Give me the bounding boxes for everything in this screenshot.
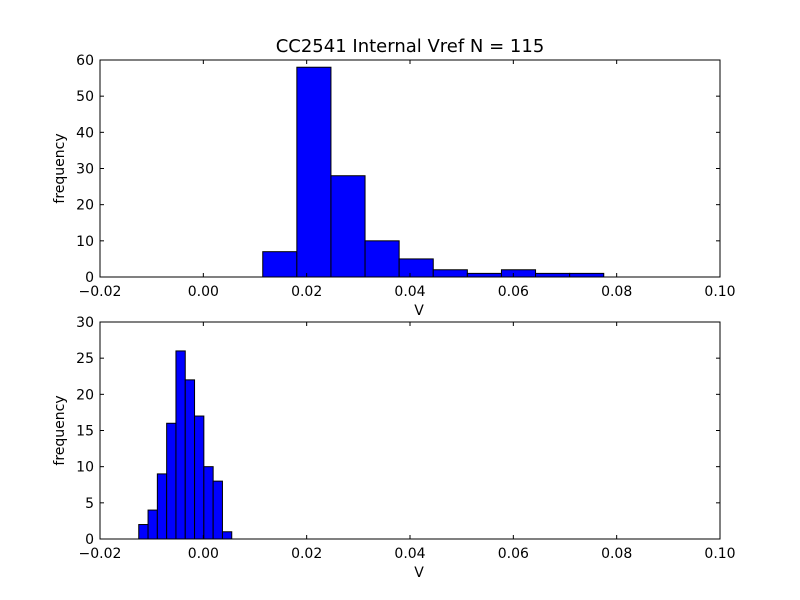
histogram-bar: [212, 480, 223, 540]
x-tick-label: 0.04: [394, 546, 425, 562]
y-tick-label: 0: [85, 270, 94, 286]
y-tick-label: 20: [76, 198, 94, 214]
x-tick-label: −0.02: [79, 284, 122, 300]
chart-title: CC2541 Internal Vref N = 115: [276, 36, 545, 57]
y-tick-label: 30: [76, 315, 94, 331]
histogram-bar: [500, 269, 537, 278]
histogram-bar: [398, 258, 434, 278]
x-tick-label: 0.00: [188, 546, 219, 562]
histogram-bar: [364, 240, 400, 278]
y-tick-label: 40: [76, 125, 94, 141]
top-histogram-panel: −0.02 0.00 0.02 0.04 0.06 0.08 0.10 0 10 20 30 40 50…: [52, 53, 736, 319]
histogram-bar: [466, 272, 502, 278]
histogram-bar: [535, 272, 571, 278]
histogram-bar: [138, 524, 149, 540]
histogram-bar: [156, 473, 168, 540]
histogram-bar: [194, 415, 205, 540]
y-axis-label: frequency: [52, 395, 68, 465]
y-tick-label: 20: [76, 387, 94, 403]
y-tick-label: 15: [76, 424, 94, 440]
x-tick-label: 0.00: [188, 284, 219, 300]
bottom-histogram-panel: −0.02 0.00 0.02 0.04 0.06 0.08 0.10 0 5 10 15 20 25 3…: [52, 315, 736, 581]
y-tick-label: 5: [85, 496, 94, 512]
x-tick-label: 0.02: [291, 284, 322, 300]
histogram-bar: [166, 422, 177, 540]
x-tick-label: 0.06: [498, 284, 529, 300]
y-tick-label: 30: [76, 162, 94, 178]
x-tick-label: 0.10: [704, 546, 735, 562]
y-tick-label: 10: [76, 234, 94, 250]
x-tick-label: 0.10: [704, 284, 735, 300]
histogram-bar: [432, 269, 468, 278]
axes-frame: [99, 59, 721, 278]
y-tick-label: 0: [85, 532, 94, 548]
histogram-bar: [569, 272, 605, 278]
y-axis-label: frequency: [52, 133, 68, 203]
x-tick-label: 0.08: [601, 284, 632, 300]
x-tick-label: 0.06: [498, 546, 529, 562]
y-tick-label: 10: [76, 460, 94, 476]
histogram-bar: [221, 531, 233, 540]
x-tick-label: 0.04: [394, 284, 425, 300]
x-axis-label: V: [414, 303, 424, 319]
x-tick-label: 0.02: [291, 546, 322, 562]
histogram-bar: [175, 350, 186, 540]
histogram-bar: [203, 466, 214, 540]
x-axis-label: V: [414, 565, 424, 581]
y-tick-label: 25: [76, 351, 94, 367]
histogram-bar: [147, 509, 158, 540]
histogram-bar: [262, 251, 298, 278]
y-tick-label: 50: [76, 89, 94, 105]
histogram-bar: [296, 66, 332, 278]
y-tick-label: 60: [76, 53, 94, 69]
x-tick-label: 0.08: [601, 546, 632, 562]
histogram-bar: [184, 379, 196, 540]
histogram-bar: [330, 175, 366, 278]
x-tick-label: −0.02: [79, 546, 122, 562]
